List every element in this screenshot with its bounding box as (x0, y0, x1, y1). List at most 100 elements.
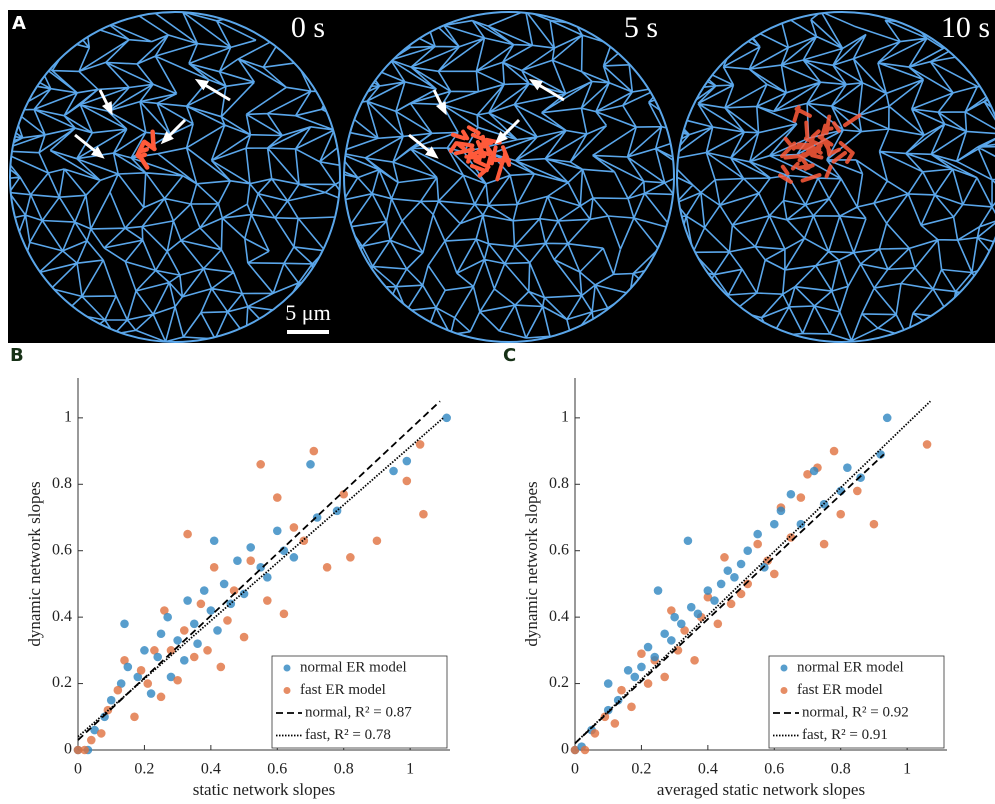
y-tick-label: 0 (561, 741, 569, 758)
data-point (743, 546, 753, 556)
data-point (219, 579, 229, 589)
arrow-head (160, 131, 174, 145)
data-point (263, 596, 272, 605)
data-point (730, 572, 739, 582)
data-point (726, 599, 736, 609)
data-point (690, 656, 699, 665)
arrow-head (528, 78, 543, 91)
data-point (869, 519, 879, 529)
fit-line (574, 400, 932, 745)
data-point (796, 493, 806, 502)
fit-line (574, 453, 885, 745)
data-point (803, 470, 812, 479)
data-point (246, 543, 256, 552)
data-point (650, 652, 660, 662)
data-point (209, 536, 219, 546)
data-point (442, 413, 451, 423)
data-point (769, 519, 779, 529)
data-point (73, 745, 83, 755)
data-point (723, 566, 733, 575)
legend-label: fast, R² = 0.78 (305, 727, 391, 743)
legend-label: normal ER model (797, 659, 904, 675)
y-tick-label: 0.2 (52, 674, 72, 691)
data-point (123, 662, 133, 672)
data-point (670, 612, 679, 622)
data-point (86, 735, 96, 745)
data-point (786, 489, 796, 499)
data-point (617, 685, 626, 695)
data-point (279, 609, 289, 619)
data-point (272, 493, 282, 502)
time-label: 5 s (624, 11, 658, 44)
data-point (146, 689, 156, 698)
x-axis-label: static network slopes (193, 780, 336, 799)
x-tick-label: 0.6 (267, 761, 287, 778)
data-point (209, 563, 219, 572)
data-point (643, 679, 653, 688)
data-point (206, 606, 216, 615)
data-point (183, 529, 192, 539)
data-point (703, 586, 713, 595)
y-tick-label: 0 (64, 741, 72, 758)
arrow-head (194, 78, 209, 91)
data-point (610, 719, 620, 728)
cell-boundary (676, 11, 995, 343)
data-point (603, 679, 613, 688)
data-point (140, 646, 149, 655)
data-point (309, 446, 319, 456)
data-point (312, 513, 322, 522)
data-point (150, 646, 159, 655)
data-point (233, 556, 242, 565)
data-point (372, 536, 382, 546)
legend-label: normal, R² = 0.92 (802, 704, 909, 720)
legend-marker (283, 664, 291, 672)
data-point (213, 626, 222, 635)
panel-label: B (10, 345, 24, 366)
arrow-head (435, 101, 447, 116)
data-point (120, 619, 129, 629)
data-point (590, 729, 600, 738)
panel-label: A (12, 13, 26, 34)
data-point (193, 639, 202, 649)
data-point (299, 536, 309, 546)
y-tick-label: 0.8 (52, 475, 72, 492)
data-point (272, 526, 282, 536)
data-point (116, 679, 126, 688)
data-point (156, 629, 166, 639)
calcium-spread (778, 105, 862, 184)
data-point (743, 579, 753, 589)
legend-label: fast, R² = 0.91 (802, 727, 888, 743)
data-point (683, 536, 693, 546)
data-point (637, 662, 646, 672)
data-point (415, 440, 425, 449)
y-axis-label: dynamic network slopes (25, 481, 44, 646)
data-point (339, 489, 349, 499)
data-point (96, 729, 106, 738)
data-point (643, 642, 653, 652)
legend-label: fast ER model (797, 682, 883, 698)
data-point (256, 460, 265, 469)
data-point (389, 466, 398, 476)
data-point (570, 745, 580, 755)
data-point (246, 556, 256, 565)
data-point (720, 553, 729, 562)
legend-label: normal ER model (300, 659, 407, 675)
arrow-head (425, 146, 439, 159)
data-point (189, 619, 199, 629)
data-point (143, 679, 153, 688)
data-point (306, 460, 315, 469)
x-tick-label: 0.4 (201, 761, 221, 778)
y-tick-label: 0.6 (52, 541, 72, 558)
x-tick-label: 1 (903, 761, 911, 778)
data-point (853, 486, 862, 496)
y-tick-label: 0.8 (549, 475, 569, 492)
x-tick-label: 0 (74, 761, 82, 778)
data-point (713, 619, 723, 629)
data-point (166, 672, 176, 682)
data-point (136, 665, 146, 675)
data-point (346, 553, 355, 562)
data-point (667, 636, 676, 645)
data-point (829, 446, 839, 456)
x-tick-label: 0 (571, 761, 579, 778)
data-point (623, 665, 633, 675)
